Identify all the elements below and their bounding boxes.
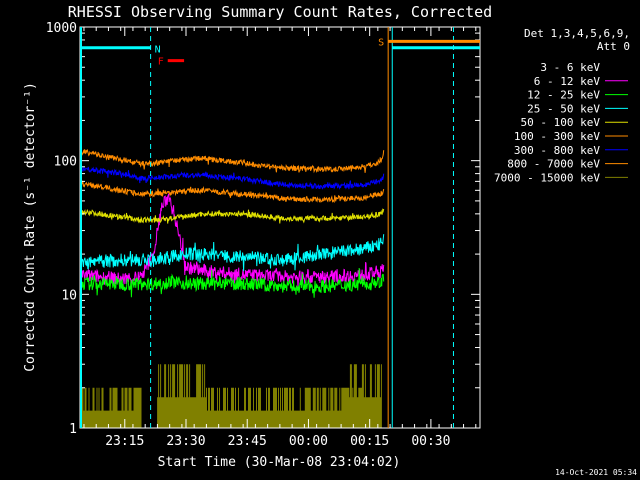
x-tick-label: 23:30 xyxy=(166,434,205,449)
legend-entry-label: 3 - 6 keV xyxy=(540,61,600,74)
legend-entry-label: 300 - 800 keV xyxy=(514,144,600,157)
series-band-8-3 xyxy=(295,387,321,428)
legend-attenuator: Att 0 xyxy=(597,40,630,53)
series-line-0 xyxy=(79,213,385,364)
footer-timestamp: 14-Oct-2021 05:34 xyxy=(555,468,637,477)
x-axis-label: Start Time (30-Mar-08 23:04:02) xyxy=(158,455,401,470)
series-band-8-1 xyxy=(157,364,207,428)
saa-flag-label: S xyxy=(378,37,384,48)
legend-entry-label: 100 - 300 keV xyxy=(514,130,600,143)
x-tick-label: 23:15 xyxy=(105,434,144,449)
plot-area xyxy=(79,148,385,428)
series-line-5 xyxy=(79,180,385,204)
y-axis-label: Corrected Count Rate (s⁻¹ detector⁻¹) xyxy=(23,82,38,372)
x-tick-label: 00:15 xyxy=(350,434,389,449)
legend-entry-label: 12 - 25 keV xyxy=(527,89,600,102)
legend-entry-label: 800 - 7000 keV xyxy=(507,158,600,171)
series-line-6 xyxy=(79,165,385,190)
series-band-8-0 xyxy=(79,387,142,428)
x-tick-label: 23:45 xyxy=(228,434,267,449)
legend-entry-label: 50 - 100 keV xyxy=(521,116,601,129)
legend-entry-label: 7000 - 15000 keV xyxy=(494,171,600,184)
series-line-3 xyxy=(79,234,385,272)
axis-ticks: 1000 100 10 1 23:15 23:30 23:45 00:00 00:15 00:30 xyxy=(46,21,481,449)
series-line-2 xyxy=(79,267,385,298)
legend-entry-label: 6 - 12 keV xyxy=(534,75,601,88)
plot-frame xyxy=(79,26,481,429)
flag-markers: NF S xyxy=(80,27,480,428)
series-line-7 xyxy=(79,148,385,174)
series-band-8-5 xyxy=(348,364,382,428)
y-tick-label: 100 xyxy=(54,155,77,170)
legend-header: Det 1,3,4,5,6,9, xyxy=(524,27,630,40)
series-line-1 xyxy=(79,193,385,289)
y-tick-label: 1 xyxy=(69,422,77,437)
y-tick-label: 10 xyxy=(61,288,77,303)
series-line-4 xyxy=(79,208,385,224)
x-tick-label: 00:30 xyxy=(411,434,450,449)
night-flag-label: N xyxy=(155,45,161,56)
legend-entry-label: 25 - 50 keV xyxy=(527,102,600,115)
y-tick-label: 1000 xyxy=(46,21,77,36)
flare-flag-label: F xyxy=(158,57,164,68)
chart-title: RHESSI Observing Summary Count Rates, Co… xyxy=(68,3,492,21)
series-band-8-2 xyxy=(206,387,296,428)
x-tick-label: 00:00 xyxy=(289,434,328,449)
